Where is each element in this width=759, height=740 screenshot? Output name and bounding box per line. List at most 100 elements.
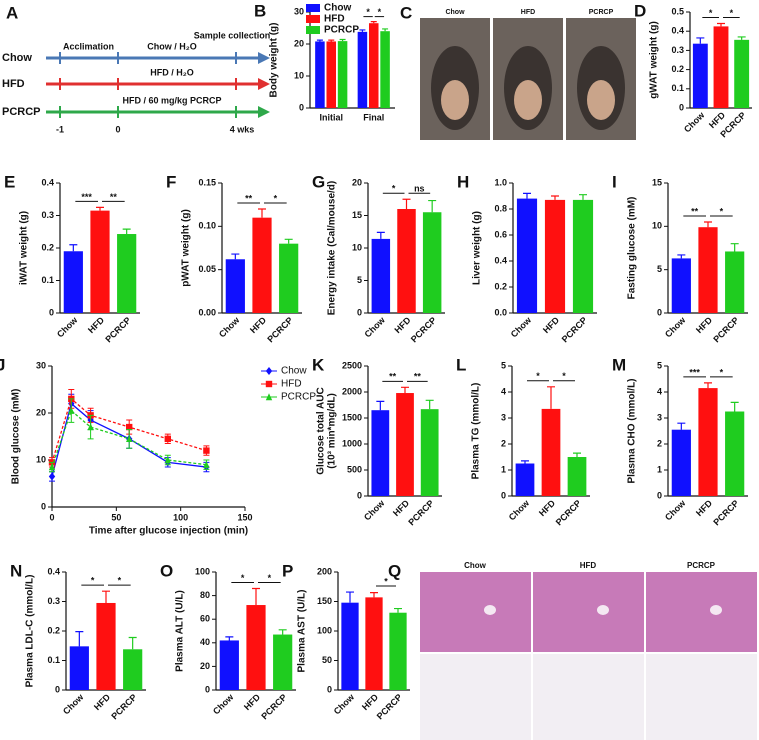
- significance-label: ***: [689, 367, 700, 377]
- timeline-tick-label: -1: [56, 124, 64, 134]
- panel-letter: J: [0, 355, 5, 374]
- bar: [246, 605, 266, 690]
- bar: [389, 612, 407, 690]
- timeline-tick-label: 4 wks: [230, 124, 255, 134]
- legend-marker: [265, 393, 273, 401]
- y-axis-label: iWAT weight (g): [19, 211, 30, 285]
- error-bar: [737, 36, 746, 40]
- bar: [692, 43, 708, 108]
- y-tick-label: 150: [317, 596, 332, 606]
- y-axis-label: Plasma AST (U/L): [297, 590, 308, 673]
- x-tick-label: Chow: [332, 691, 357, 716]
- bar: [365, 597, 383, 690]
- liver-section: [646, 572, 757, 652]
- y-axis-label: Blood glucose (mM): [11, 389, 22, 485]
- significance-label: *: [384, 576, 388, 586]
- panel-letter: Q: [388, 561, 401, 580]
- y-tick-label: 0: [357, 490, 362, 500]
- panel-letter: C: [400, 3, 412, 22]
- y-tick-label: 0.3: [47, 596, 60, 606]
- bar: [671, 429, 691, 496]
- error-bar: [75, 630, 84, 647]
- bar: [380, 31, 390, 109]
- error-bar: [376, 400, 385, 411]
- y-tick-label: 0: [299, 102, 304, 112]
- y-tick-label: 15: [352, 210, 362, 220]
- y-axis-label: Plasma LDL-C (mmol/L): [25, 575, 36, 688]
- y-tick-label: 5: [657, 360, 662, 370]
- panel-letter: A: [6, 3, 18, 22]
- x-tick-label: Chow: [55, 314, 80, 339]
- significance-label: *: [392, 184, 396, 194]
- bar: [219, 640, 239, 690]
- y-tick-label: 0.2: [494, 281, 507, 291]
- error-bar: [225, 636, 234, 641]
- y-tick-label: 0.1: [671, 83, 684, 93]
- bar: [368, 23, 379, 109]
- y-tick-label: 0.8: [494, 203, 507, 213]
- significance-label: *: [536, 371, 540, 381]
- x-tick-label: HFD: [86, 315, 107, 336]
- error-bar: [730, 401, 739, 412]
- photo-label: PCRCP: [589, 9, 614, 16]
- data-point: [48, 472, 56, 481]
- significance-label: **: [414, 372, 422, 382]
- bar: [123, 649, 143, 690]
- y-axis-label: (10³ min*mg/dL): [327, 393, 338, 469]
- significance-label: *: [241, 573, 245, 583]
- y-tick-label: 0: [41, 501, 46, 511]
- data-point: [68, 406, 75, 414]
- y-tick-label: 0: [357, 307, 362, 317]
- error-bar: [102, 590, 110, 603]
- y-tick-label: 0.15: [198, 177, 216, 187]
- arrow-head: [258, 78, 270, 90]
- legend-label: PCRCP: [281, 392, 316, 403]
- error-bar: [704, 221, 712, 228]
- x-tick-label: HFD: [242, 692, 263, 713]
- error-bar: [696, 37, 705, 44]
- error-bar: [547, 386, 555, 409]
- y-axis-label: Plasma CHO (mmol/L): [627, 378, 638, 483]
- row-treatment: HFD / 60 mg/kg PCRCP: [122, 95, 221, 105]
- y-tick-label: 10: [352, 242, 362, 252]
- panel-letter: E: [4, 172, 15, 191]
- x-tick-label: HFD: [694, 498, 715, 519]
- error-bar: [284, 238, 293, 244]
- significance-label: **: [110, 192, 118, 202]
- error-bar: [252, 587, 260, 606]
- histology-label: PCRCP: [687, 561, 716, 570]
- y-tick-label: 0.1: [47, 655, 60, 665]
- data-point: [48, 463, 56, 471]
- error-bar: [394, 607, 402, 613]
- x-tick-label: HFD: [360, 692, 381, 713]
- y-tick-label: 30: [294, 6, 304, 16]
- y-tick-label: 1: [501, 464, 506, 474]
- panel-letter: M: [612, 355, 626, 374]
- panel-letter: N: [10, 561, 22, 580]
- data-point: [125, 423, 133, 431]
- adipose-section: [533, 654, 644, 740]
- vessel: [710, 605, 722, 615]
- error-bar: [231, 253, 240, 260]
- x-tick-label: Chow: [211, 691, 236, 716]
- bar: [671, 258, 691, 313]
- significance-label: *: [709, 8, 713, 18]
- x-tick-label: Chow: [663, 497, 688, 522]
- bar: [371, 410, 390, 496]
- y-tick-label: 0: [501, 490, 506, 500]
- y-tick-label: 30: [36, 360, 46, 370]
- y-tick-label: 5: [501, 360, 506, 370]
- y-tick-label: 0.1: [41, 275, 54, 285]
- legend-marker: [265, 367, 273, 375]
- error-bar: [376, 231, 385, 239]
- error-bar: [730, 243, 739, 252]
- legend-swatch: [306, 4, 320, 12]
- legend-swatch: [306, 15, 320, 23]
- significance-label: *: [274, 193, 278, 203]
- x-tick-label: PCRCP: [711, 498, 740, 527]
- row-label: HFD: [2, 78, 25, 90]
- error-bar: [521, 460, 529, 464]
- y-tick-label: 0: [55, 684, 60, 694]
- y-tick-label: 0.4: [494, 255, 507, 265]
- adipose-section: [420, 654, 531, 740]
